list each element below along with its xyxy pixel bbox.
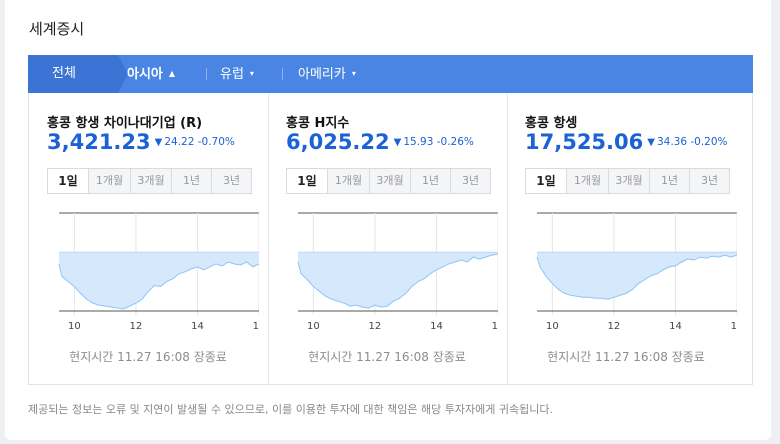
period-selector: 1일 1개월 3개월 1년 3년	[286, 168, 491, 194]
x-tick-label: 12	[130, 321, 143, 332]
x-tick-label: 16	[731, 321, 737, 332]
caret-down-icon: ▾	[351, 69, 356, 78]
chart-area-fill	[537, 252, 737, 300]
down-arrow-icon: ▼	[647, 136, 655, 148]
period-1d[interactable]: 1일	[287, 169, 327, 193]
tab-europe-label: 유럽	[220, 67, 244, 82]
period-3y[interactable]: 3년	[689, 169, 729, 193]
chart-area-fill	[59, 252, 259, 310]
card-divider	[268, 93, 269, 384]
tab-arrow-indicator	[118, 55, 128, 93]
index-value-row: 3,421.23 ▼ 24.22 -0.70%	[47, 130, 235, 154]
period-3m[interactable]: 3개월	[369, 169, 410, 193]
local-time-status: 현지시간 11.27 16:08 장종료	[547, 350, 705, 364]
region-tabs: 전체 아시아 ▲ 유럽 ▾ 아메리카 ▾	[28, 55, 753, 93]
period-1m[interactable]: 1개월	[327, 169, 369, 193]
period-1m[interactable]: 1개월	[88, 169, 130, 193]
x-tick-label: 12	[608, 321, 621, 332]
index-change: 34.36 -0.20%	[656, 136, 728, 148]
series-line	[536, 254, 737, 300]
index-card[interactable]: 홍콩 항생 차이나대기업 (R) 3,421.23 ▼ 24.22 -0.70% 1…	[29, 93, 268, 384]
series-line	[58, 261, 259, 310]
period-1y[interactable]: 1년	[649, 169, 689, 193]
period-3m[interactable]: 3개월	[130, 169, 171, 193]
index-change: 24.22 -0.70%	[164, 136, 235, 148]
x-tick-label: 16	[253, 321, 259, 332]
index-value-row: 6,025.22 ▼ 15.93 -0.26%	[286, 130, 474, 154]
index-value: 3,421.23	[47, 130, 151, 154]
tab-europe[interactable]: 유럽 ▾	[220, 55, 254, 93]
period-3y[interactable]: 3년	[211, 169, 251, 193]
index-name[interactable]: 홍콩 항셍	[525, 116, 578, 131]
down-arrow-icon: ▼	[393, 136, 402, 148]
intraday-chart[interactable]: 10 12 14 16	[286, 211, 498, 339]
tab-asia[interactable]: 아시아 ▲	[127, 55, 175, 93]
tab-asia-label: 아시아	[127, 67, 163, 82]
period-1d[interactable]: 1일	[526, 169, 566, 193]
tab-all[interactable]: 전체	[28, 55, 118, 93]
down-arrow-icon: ▼	[154, 136, 163, 148]
period-1y[interactable]: 1년	[171, 169, 211, 193]
world-stock-panel: 세계증시 전체 아시아 ▲ 유럽 ▾ 아메리카 ▾ 홍콩 항생 차이나대기업 (R) …	[5, 0, 771, 440]
period-selector: 1일 1개월 3개월 1년 3년	[47, 168, 252, 194]
local-time-status: 현지시간 11.27 16:08 장종료	[308, 350, 466, 364]
tab-america-label: 아메리카	[298, 67, 346, 82]
x-tick-label: 12	[369, 321, 382, 332]
local-time-status: 현지시간 11.27 16:08 장종료	[69, 350, 227, 364]
section-title: 세계증시	[29, 20, 85, 38]
period-3y[interactable]: 3년	[450, 169, 490, 193]
index-change: 15.93 -0.26%	[403, 136, 474, 148]
tab-separator	[282, 68, 283, 80]
intraday-chart[interactable]: 10 12 14 16	[47, 211, 259, 339]
x-tick-label: 10	[546, 321, 559, 332]
index-cards: 홍콩 항생 차이나대기업 (R) 3,421.23 ▼ 24.22 -0.70% 1…	[28, 93, 753, 385]
intraday-chart[interactable]: 10 12 14 16	[525, 211, 737, 339]
period-1d[interactable]: 1일	[48, 169, 88, 193]
index-card[interactable]: 홍콩 H지수 6,025.22 ▼ 15.93 -0.26% 1일 1개월 3개월 …	[268, 93, 507, 384]
x-tick-label: 14	[430, 321, 443, 332]
index-name[interactable]: 홍콩 H지수	[286, 116, 350, 131]
period-1m[interactable]: 1개월	[566, 169, 608, 193]
index-name[interactable]: 홍콩 항생 차이나대기업 (R)	[47, 116, 203, 131]
index-value: 6,025.22	[286, 130, 390, 154]
index-value: 17,525.06	[525, 130, 644, 154]
x-tick-label: 14	[669, 321, 682, 332]
tab-separator	[206, 68, 207, 80]
x-tick-label: 16	[492, 321, 498, 332]
caret-down-icon: ▾	[249, 69, 254, 78]
x-tick-label: 14	[191, 321, 204, 332]
card-divider	[507, 93, 508, 384]
period-selector: 1일 1개월 3개월 1년 3년	[525, 168, 730, 194]
tab-america[interactable]: 아메리카 ▾	[298, 55, 356, 93]
period-3m[interactable]: 3개월	[608, 169, 649, 193]
chart-area-fill	[298, 252, 498, 309]
caret-up-icon: ▲	[168, 69, 176, 78]
disclaimer-text: 제공되는 정보는 오류 및 지연이 발생될 수 있으므로, 이를 이용한 투자에…	[28, 403, 553, 416]
tab-all-label: 전체	[52, 66, 76, 81]
index-card[interactable]: 홍콩 항셍 17,525.06 ▼ 34.36 -0.20% 1일 1개월 3개월 …	[507, 93, 746, 384]
x-tick-label: 10	[307, 321, 320, 332]
index-value-row: 17,525.06 ▼ 34.36 -0.20%	[525, 130, 728, 154]
series-line	[297, 253, 498, 309]
period-1y[interactable]: 1년	[410, 169, 450, 193]
x-tick-label: 10	[68, 321, 81, 332]
